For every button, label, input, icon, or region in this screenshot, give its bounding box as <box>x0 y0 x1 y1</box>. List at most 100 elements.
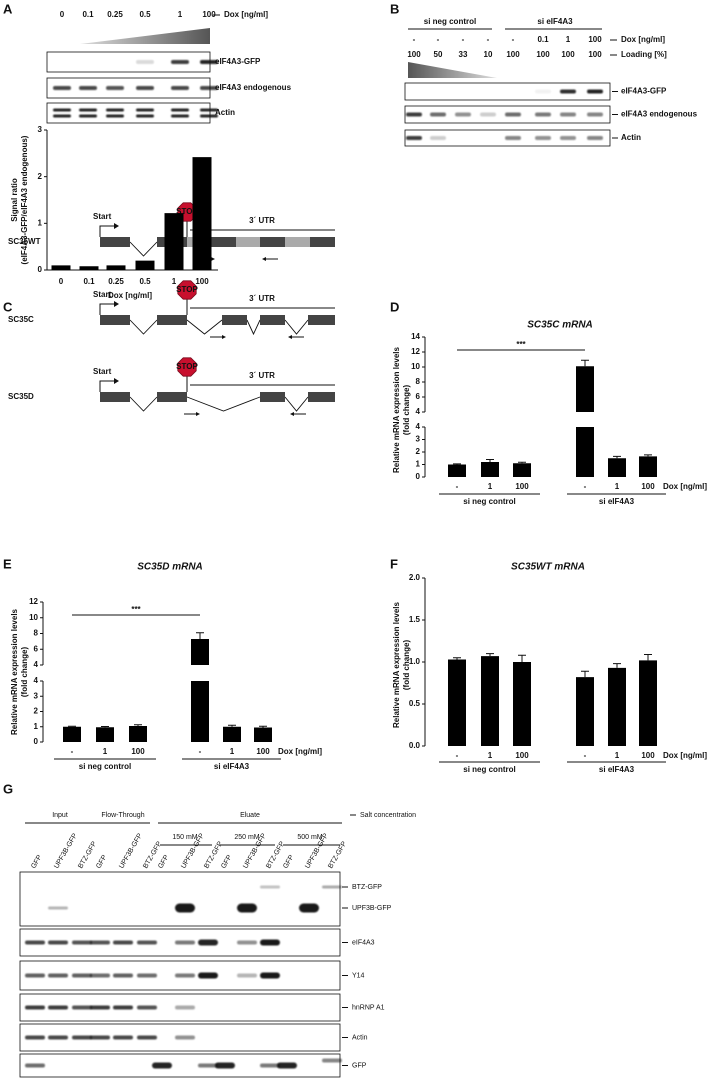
blot-band <box>430 112 446 117</box>
blot-band <box>48 906 68 910</box>
error-bar <box>644 454 652 457</box>
x-tick-label: - <box>199 747 202 756</box>
error-bar <box>101 725 109 728</box>
bar <box>223 726 241 742</box>
bar <box>608 667 626 746</box>
stop-sign <box>177 357 197 377</box>
y-tick-label: 0.5 <box>409 699 421 708</box>
blot-band <box>25 1005 45 1010</box>
blot-band <box>171 86 189 90</box>
exon <box>157 315 187 325</box>
blot-label: Y14 <box>352 972 365 979</box>
primer-head <box>222 335 226 339</box>
dose-label: 1 <box>566 35 571 44</box>
blot-band <box>535 112 551 117</box>
group-label: si neg control <box>79 762 131 771</box>
blot-band <box>137 1005 157 1010</box>
y-tick-label: 1 <box>416 460 421 469</box>
y-tick-label: 1 <box>34 722 39 731</box>
x-axis-label: Dox [ng/ml] <box>278 747 322 756</box>
bar <box>106 265 126 270</box>
blot-band <box>137 940 157 945</box>
blot-band <box>322 885 342 889</box>
dose-wedge <box>80 28 210 44</box>
bar <box>129 725 147 742</box>
blot-band <box>113 940 133 945</box>
y-tick-label: 4 <box>416 407 421 416</box>
x-axis-label: Dox [ng/ml] <box>663 751 707 760</box>
stop-sign <box>177 280 197 300</box>
dose-unit: Dox [ng/ml] <box>621 35 665 44</box>
bar <box>63 726 81 742</box>
lane-label: GFP <box>282 854 295 870</box>
error-bar <box>486 653 494 657</box>
blot-band <box>175 940 195 945</box>
x-tick-label: 100 <box>131 747 145 756</box>
exon <box>222 315 247 325</box>
bar <box>254 727 272 742</box>
blot-band <box>587 89 603 94</box>
group-label: si eIF4A3 <box>599 765 635 774</box>
y-tick-label: 1.0 <box>409 657 421 666</box>
y-tick-label: 10 <box>411 362 420 371</box>
construct-label: SC35D <box>8 392 34 401</box>
blot-label: Actin <box>352 1034 368 1041</box>
group-label: si eIF4A3 <box>214 762 250 771</box>
x-tick-label: 100 <box>515 751 529 760</box>
blot-band <box>560 89 576 94</box>
blot-band <box>200 60 218 64</box>
x-tick-label: - <box>456 751 459 760</box>
blot-band <box>25 940 45 945</box>
error-bar <box>453 657 461 660</box>
blot-band <box>25 1063 45 1068</box>
y-tick-label: 12 <box>411 347 420 356</box>
blot-band <box>406 136 422 140</box>
blot-band <box>48 1005 68 1010</box>
blot-frame <box>404 82 611 101</box>
blot-band <box>200 114 218 118</box>
y-tick-label: 0 <box>38 265 43 274</box>
dose-label: - <box>413 35 416 44</box>
x-tick-label: 0 <box>59 277 64 286</box>
blot-band <box>136 114 154 118</box>
blot-label: Actin <box>621 133 641 142</box>
blot-band <box>136 108 154 112</box>
utr-label: 3´ UTR <box>249 294 275 303</box>
blot-band <box>137 1035 157 1040</box>
blot-band <box>198 939 218 946</box>
blot-label: eIF4A3 endogenous <box>621 110 698 119</box>
blot-band <box>72 1005 92 1010</box>
fraction-label: Eluate <box>240 812 260 819</box>
blot-band <box>175 1005 195 1010</box>
blot-band <box>72 940 92 945</box>
lane-label: GFP <box>157 854 170 870</box>
blot-band <box>200 108 218 112</box>
error-bar <box>196 632 204 640</box>
dose-label: - <box>462 35 465 44</box>
start-label: Start <box>93 212 112 221</box>
exon <box>100 237 130 247</box>
bar <box>191 639 209 742</box>
bar <box>576 366 594 477</box>
blot-band <box>175 903 195 913</box>
y-tick-label: 0 <box>416 472 421 481</box>
y-tick-label: 2 <box>38 172 43 181</box>
significance-label: *** <box>131 605 141 614</box>
arrow-head <box>114 378 119 384</box>
blot-label: BTZ-GFP <box>352 884 382 891</box>
bar <box>576 677 594 746</box>
x-tick-label: 0.5 <box>139 277 151 286</box>
x-tick-label: - <box>456 482 459 491</box>
blot-band <box>25 1035 45 1040</box>
blot-band <box>48 973 68 978</box>
dose-label: 0 <box>60 10 65 19</box>
chart-title: SC35D mRNA <box>137 562 203 573</box>
blot-band <box>175 973 195 978</box>
x-tick-label: 100 <box>515 482 529 491</box>
exon <box>157 392 187 402</box>
error-bar <box>613 663 621 668</box>
intron <box>186 319 223 335</box>
blot-band <box>535 89 551 94</box>
blot-band <box>48 940 68 945</box>
blot-label: UPF3B-GFP <box>352 905 392 912</box>
